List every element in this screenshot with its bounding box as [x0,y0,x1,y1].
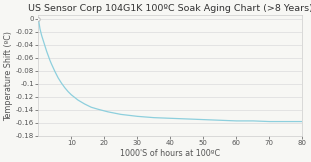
X-axis label: 1000'S of hours at 100ºC: 1000'S of hours at 100ºC [120,149,220,158]
Y-axis label: Temperature Shift (ºC): Temperature Shift (ºC) [4,31,13,121]
Title: US Sensor Corp 104G1K 100ºC Soak Aging Chart (>8 Years): US Sensor Corp 104G1K 100ºC Soak Aging C… [28,4,311,13]
